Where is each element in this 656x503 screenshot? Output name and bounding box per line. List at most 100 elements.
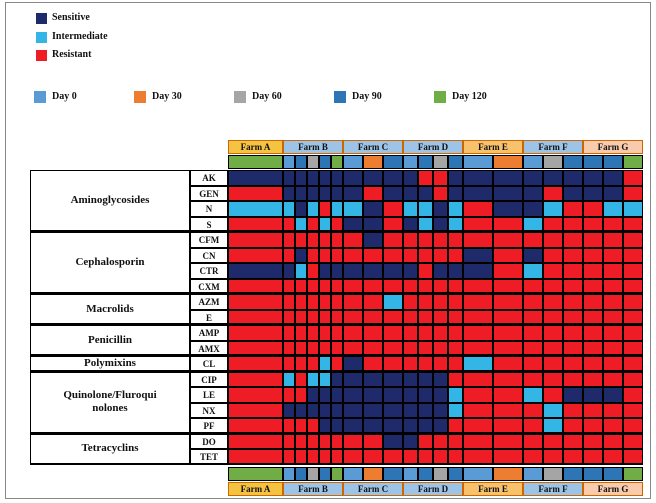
cell [383, 294, 403, 310]
cell [343, 387, 363, 403]
cell [283, 356, 295, 372]
cell [283, 433, 295, 449]
cell [448, 418, 463, 434]
day-cell [463, 155, 493, 169]
cell [307, 402, 319, 418]
cell [418, 232, 433, 248]
cell [448, 356, 463, 372]
cell [448, 309, 463, 325]
cell [463, 387, 493, 403]
day-cell [343, 155, 363, 169]
cell [307, 309, 319, 325]
cell [418, 216, 433, 232]
cell [228, 449, 283, 465]
cell [493, 294, 523, 310]
cell [331, 232, 343, 248]
cell [543, 216, 563, 232]
cell [295, 433, 307, 449]
cell [343, 433, 363, 449]
cell [563, 371, 583, 387]
cell [343, 294, 363, 310]
cell [543, 309, 563, 325]
cell [603, 433, 623, 449]
cell [319, 201, 331, 217]
cell [363, 201, 383, 217]
cell [623, 247, 643, 263]
day-cell [523, 155, 543, 169]
day-cell [603, 466, 623, 481]
cell [448, 433, 463, 449]
cell [433, 294, 448, 310]
cell [383, 340, 403, 356]
cell [623, 371, 643, 387]
group-label: Quinolone/Fluroqui nolones [30, 371, 190, 434]
cell [603, 263, 623, 279]
cell [383, 170, 403, 186]
cell [493, 247, 523, 263]
legend-label: Intermediate [52, 30, 108, 42]
cell [563, 170, 583, 186]
cell [283, 418, 295, 434]
cell [331, 185, 343, 201]
drug-label: GEN [190, 185, 228, 201]
cell [623, 449, 643, 465]
cell [331, 309, 343, 325]
cell [363, 340, 383, 356]
drug-label: CTR [190, 263, 228, 279]
cell [228, 325, 283, 341]
drug-label: AMP [190, 325, 228, 341]
group-label: Macrolids [30, 294, 190, 325]
cell [295, 201, 307, 217]
cell [603, 294, 623, 310]
day-cell [448, 466, 463, 481]
cell [295, 340, 307, 356]
drug-label: S [190, 216, 228, 232]
cell [307, 201, 319, 217]
cell [623, 185, 643, 201]
cell [523, 232, 543, 248]
cell [493, 232, 523, 248]
legend-label: Resistant [52, 49, 92, 60]
cell [331, 325, 343, 341]
cell [493, 402, 523, 418]
drug-label: DO [190, 433, 228, 449]
cell [448, 449, 463, 465]
cell [383, 309, 403, 325]
cell [403, 449, 418, 465]
cell [523, 449, 543, 465]
cell [583, 356, 603, 372]
cell [493, 216, 523, 232]
cell [583, 402, 603, 418]
cell [623, 325, 643, 341]
cell [583, 340, 603, 356]
farm-header: Farm A [228, 140, 283, 154]
day-cell [331, 155, 343, 169]
day-cell [493, 466, 523, 481]
cell [331, 433, 343, 449]
cell [603, 232, 623, 248]
cell [343, 278, 363, 294]
cell [493, 433, 523, 449]
cell [228, 340, 283, 356]
cell [563, 449, 583, 465]
cell [307, 294, 319, 310]
cell [307, 371, 319, 387]
day-cell [563, 466, 583, 481]
cell [493, 263, 523, 279]
cell [319, 294, 331, 310]
cell [331, 356, 343, 372]
cell [383, 278, 403, 294]
day-cell [523, 466, 543, 481]
cell [523, 418, 543, 434]
cell [383, 247, 403, 263]
legend-swatch [36, 50, 47, 61]
cell [493, 356, 523, 372]
cell [295, 232, 307, 248]
cell [319, 263, 331, 279]
day-swatch [434, 91, 446, 103]
day-label: Day 60 [252, 91, 282, 102]
cell [383, 402, 403, 418]
cell [331, 294, 343, 310]
cell [283, 371, 295, 387]
cell [363, 185, 383, 201]
